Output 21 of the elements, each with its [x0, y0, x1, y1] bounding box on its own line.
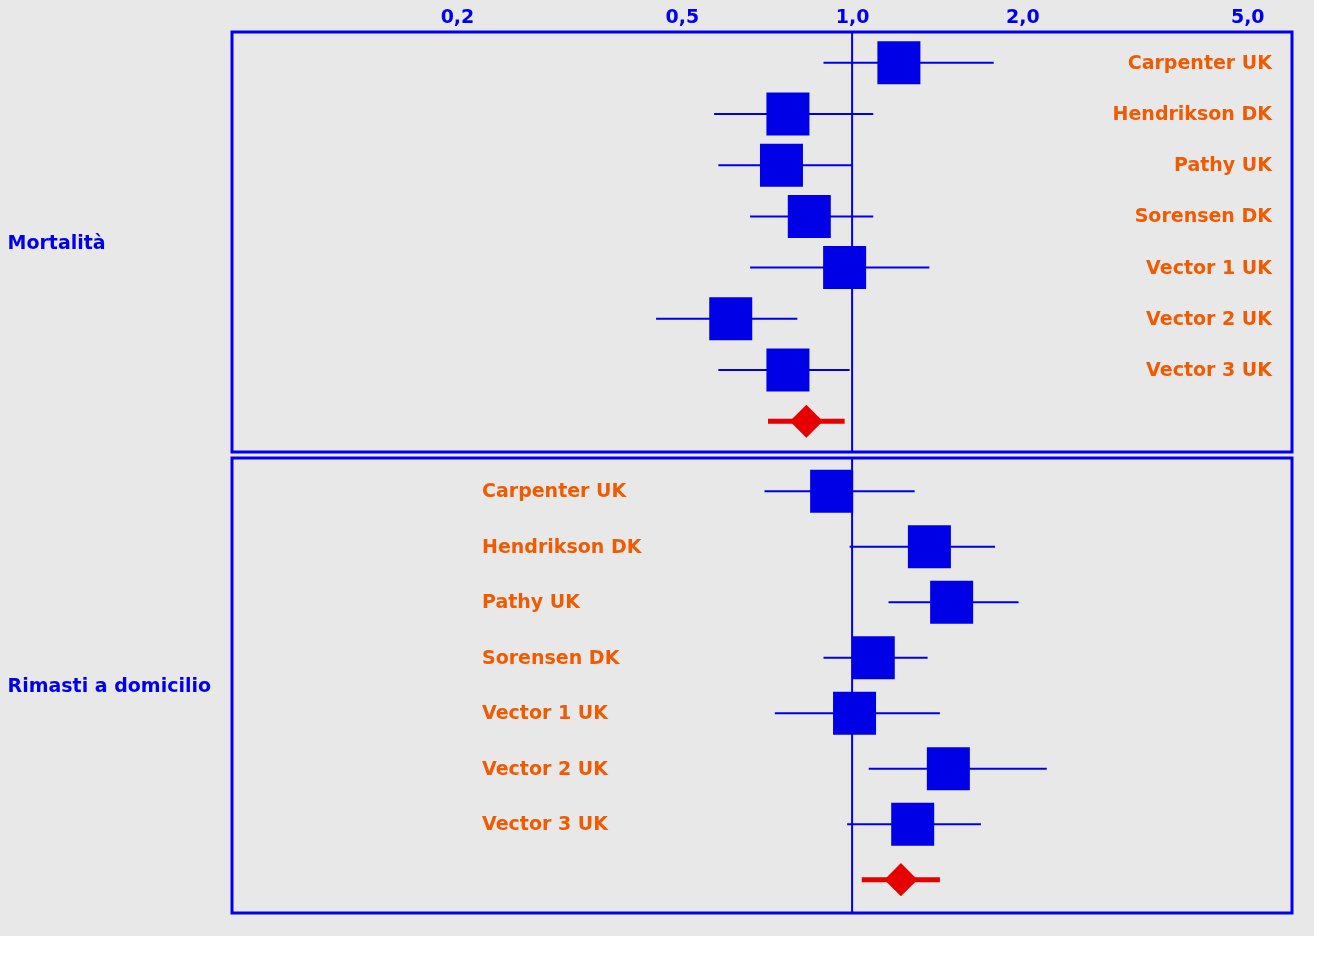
y-tick-label: Vector 1 UK: [1146, 255, 1274, 278]
y-tick-label: Sorensen DK: [1134, 204, 1274, 227]
y-axis-title: Rimasti a domicilio: [7, 674, 212, 696]
y-tick-label: Vector 3 UK: [1146, 358, 1274, 381]
y-axis-title: Mortalità: [7, 230, 106, 253]
y-tick-label: Hendrikson DK: [482, 534, 643, 557]
y-tick-label: Carpenter UK: [482, 479, 628, 502]
y-tick-label: Vector 3 UK: [482, 812, 610, 835]
x-tick-label: 2,0: [1005, 4, 1040, 27]
x-tick-label: 0,5: [665, 4, 700, 27]
x-tick-label: 1,0: [835, 4, 870, 27]
y-tick-label: Vector 1 UK: [482, 701, 610, 724]
x-tick-label: 5,0: [1230, 4, 1265, 27]
y-tick-label: Hendrikson DK: [1112, 101, 1274, 124]
y-tick-label: Vector 2 UK: [482, 756, 610, 779]
y-tick-label: Pathy UK: [482, 590, 582, 613]
y-tick-label: Sorensen DK: [482, 645, 621, 668]
x-tick-label: 0,2: [440, 4, 475, 27]
y-tick-label: Carpenter UK: [1127, 50, 1274, 73]
y-tick-label: Pathy UK: [1174, 153, 1274, 176]
y-tick-label: Vector 2 UK: [1146, 306, 1274, 329]
